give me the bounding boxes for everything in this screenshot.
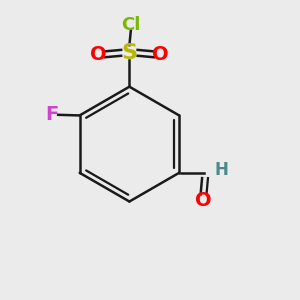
Text: H: H (214, 161, 228, 179)
Text: F: F (45, 105, 58, 124)
Text: O: O (90, 45, 107, 64)
Text: Cl: Cl (121, 16, 140, 34)
Text: O: O (152, 45, 169, 64)
Text: S: S (122, 43, 137, 63)
Text: O: O (195, 191, 212, 210)
